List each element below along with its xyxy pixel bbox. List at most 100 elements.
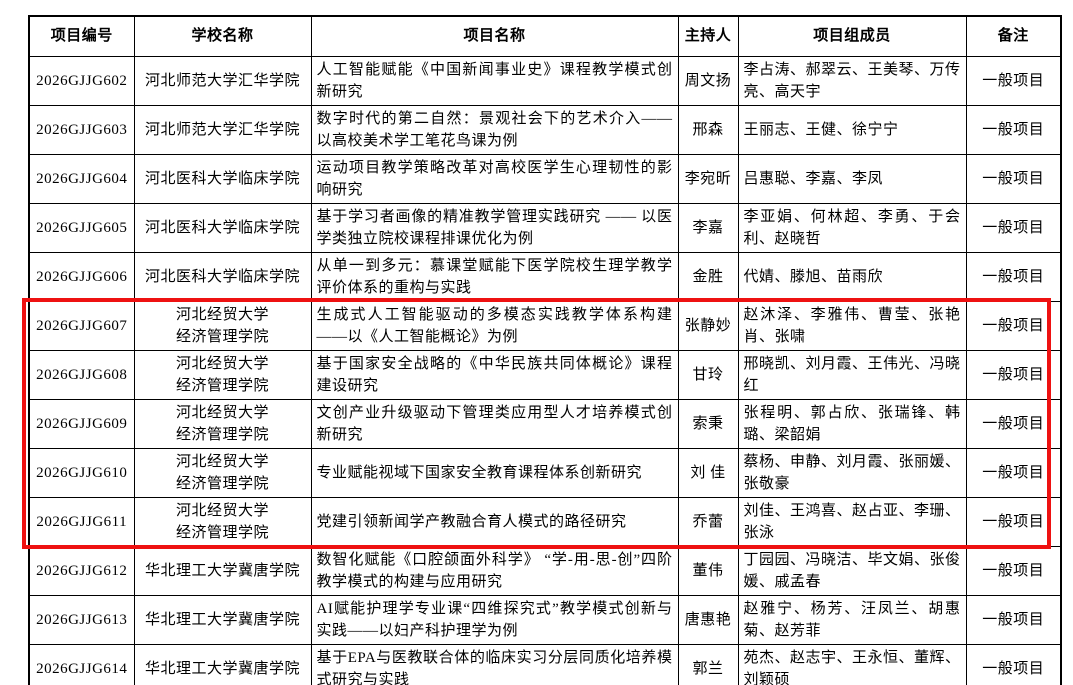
project-title-cell: 文创产业升级驱动下管理类应用型人才培养模式创新研究: [310, 398, 679, 449]
column-header-members: 项目组成员: [737, 15, 967, 57]
note-cell: 一般项目: [965, 251, 1062, 302]
project-id-cell: 2026GJJG606: [28, 251, 135, 302]
project-id-cell: 2026GJJG602: [28, 55, 135, 106]
table-row: 2026GJJG607 河北经贸大学 经济管理学院 生成式人工智能驱动的多模态实践教…: [28, 300, 1062, 351]
table-row: 2026GJJG611 河北经贸大学 经济管理学院 党建引领新闻学产教融合育人模式的…: [28, 496, 1062, 547]
project-id-cell: 2026GJJG609: [28, 398, 135, 449]
project-title-cell: 数字时代的第二自然：景观社会下的艺术介入——以高校美术学工笔花鸟课为例: [310, 104, 679, 155]
leader-cell: 乔蕾: [677, 496, 739, 547]
note-cell: 一般项目: [965, 55, 1062, 106]
leader-cell: 金胜: [677, 251, 739, 302]
leader-cell: 张静妙: [677, 300, 739, 351]
project-title-cell: 基于EPA与医教联合体的临床实习分层同质化培养模式研究与实践: [310, 643, 679, 685]
members-cell: 苑杰、赵志宇、王永恒、董辉、刘颖硕: [737, 643, 967, 685]
leader-cell: 董伟: [677, 545, 739, 596]
project-title-cell: AI赋能护理学专业课“四维探究式”教学模式创新与实践——以妇产科护理学为例: [310, 594, 679, 645]
members-cell: 李占涛、郝翠云、王美琴、万传亮、高天宇: [737, 55, 967, 106]
members-cell: 蔡杨、申静、刘月霞、张丽媛、张敬豪: [737, 447, 967, 498]
members-cell: 邢晓凯、刘月霞、王伟光、冯晓红: [737, 349, 967, 400]
column-header-note: 备注: [965, 15, 1062, 57]
table-row: 2026GJJG606 河北医科大学临床学院 从单一到多元：慕课堂赋能下医学院校生理…: [28, 251, 1062, 302]
leader-cell: 李嘉: [677, 202, 739, 253]
project-id-cell: 2026GJJG603: [28, 104, 135, 155]
project-title-cell: 人工智能赋能《中国新闻事业史》课程教学模式创新研究: [310, 55, 679, 106]
leader-cell: 甘玲: [677, 349, 739, 400]
project-id-cell: 2026GJJG611: [28, 496, 135, 547]
table-row: 2026GJJG613 华北理工大学冀唐学院 AI赋能护理学专业课“四维探究式”教学…: [28, 594, 1062, 645]
note-cell: 一般项目: [965, 545, 1062, 596]
table-row: 2026GJJG608 河北经贸大学 经济管理学院 基于国家安全战略的《中华民族共同…: [28, 349, 1062, 400]
project-title-cell: 从单一到多元：慕课堂赋能下医学院校生理学教学评价体系的重构与实践: [310, 251, 679, 302]
school-name-cell: 华北理工大学冀唐学院: [133, 545, 312, 596]
table-row: 2026GJJG603 河北师范大学汇华学院 数字时代的第二自然：景观社会下的艺术介…: [28, 104, 1062, 155]
project-title-cell: 基于国家安全战略的《中华民族共同体概论》课程建设研究: [310, 349, 679, 400]
project-title-cell: 专业赋能视域下国家安全教育课程体系创新研究: [310, 447, 679, 498]
project-id-cell: 2026GJJG608: [28, 349, 135, 400]
members-cell: 刘佳、王鸿喜、赵占亚、李珊、张泳: [737, 496, 967, 547]
members-cell: 张程明、郭占欣、张瑞锋、韩璐、梁韶娟: [737, 398, 967, 449]
table-row: 2026GJJG609 河北经贸大学 经济管理学院 文创产业升级驱动下管理类应用型人…: [28, 398, 1062, 449]
note-cell: 一般项目: [965, 104, 1062, 155]
members-cell: 李亚娟、何林超、李勇、于会利、赵晓哲: [737, 202, 967, 253]
project-title-cell: 生成式人工智能驱动的多模态实践教学体系构建——以《人工智能概论》为例: [310, 300, 679, 351]
project-id-cell: 2026GJJG607: [28, 300, 135, 351]
project-id-cell: 2026GJJG614: [28, 643, 135, 685]
note-cell: 一般项目: [965, 447, 1062, 498]
leader-cell: 刘 佳: [677, 447, 739, 498]
school-name-cell: 河北医科大学临床学院: [133, 251, 312, 302]
project-id-cell: 2026GJJG612: [28, 545, 135, 596]
column-header-id: 项目编号: [28, 15, 135, 57]
school-name-cell: 河北经贸大学 经济管理学院: [133, 398, 312, 449]
project-title-cell: 党建引领新闻学产教融合育人模式的路径研究: [310, 496, 679, 547]
column-header-leader: 主持人: [677, 15, 739, 57]
table-row: 2026GJJG610 河北经贸大学 经济管理学院 专业赋能视域下国家安全教育课程体…: [28, 447, 1062, 498]
table-row: 2026GJJG602 河北师范大学汇华学院 人工智能赋能《中国新闻事业史》课程教学…: [28, 55, 1062, 106]
note-cell: 一般项目: [965, 496, 1062, 547]
project-id-cell: 2026GJJG610: [28, 447, 135, 498]
note-cell: 一般项目: [965, 153, 1062, 204]
members-cell: 赵沐泽、李雅伟、曹莹、张艳肖、张啸: [737, 300, 967, 351]
project-id-cell: 2026GJJG613: [28, 594, 135, 645]
members-cell: 吕惠聪、李嘉、李凤: [737, 153, 967, 204]
project-title-cell: 基于学习者画像的精准教学管理实践研究 —— 以医学类独立院校课程排课优化为例: [310, 202, 679, 253]
note-cell: 一般项目: [965, 349, 1062, 400]
members-cell: 王丽志、王健、徐宁宁: [737, 104, 967, 155]
school-name-cell: 河北医科大学临床学院: [133, 153, 312, 204]
school-name-cell: 河北经贸大学 经济管理学院: [133, 447, 312, 498]
leader-cell: 周文扬: [677, 55, 739, 106]
leader-cell: 邢森: [677, 104, 739, 155]
projects-table: 项目编号 学校名称 项目名称 主持人 项目组成员 备注 2026GJJG602 河北师范大学…: [28, 15, 1062, 685]
project-id-cell: 2026GJJG604: [28, 153, 135, 204]
note-cell: 一般项目: [965, 398, 1062, 449]
column-header-title: 项目名称: [310, 15, 679, 57]
school-name-cell: 华北理工大学冀唐学院: [133, 594, 312, 645]
school-name-cell: 河北医科大学临床学院: [133, 202, 312, 253]
project-id-cell: 2026GJJG605: [28, 202, 135, 253]
header-row: 项目编号 学校名称 项目名称 主持人 项目组成员 备注: [28, 15, 1062, 57]
members-cell: 代婧、滕旭、苗雨欣: [737, 251, 967, 302]
leader-cell: 郭兰: [677, 643, 739, 685]
school-name-cell: 河北师范大学汇华学院: [133, 55, 312, 106]
note-cell: 一般项目: [965, 594, 1062, 645]
table-row: 2026GJJG604 河北医科大学临床学院 运动项目教学策略改革对高校医学生心理韧…: [28, 153, 1062, 204]
note-cell: 一般项目: [965, 300, 1062, 351]
school-name-cell: 河北经贸大学 经济管理学院: [133, 300, 312, 351]
school-name-cell: 华北理工大学冀唐学院: [133, 643, 312, 685]
school-name-cell: 河北经贸大学 经济管理学院: [133, 349, 312, 400]
note-cell: 一般项目: [965, 643, 1062, 685]
note-cell: 一般项目: [965, 202, 1062, 253]
project-title-cell: 运动项目教学策略改革对高校医学生心理韧性的影响研究: [310, 153, 679, 204]
school-name-cell: 河北师范大学汇华学院: [133, 104, 312, 155]
table-row: 2026GJJG614 华北理工大学冀唐学院 基于EPA与医教联合体的临床实习分层同…: [28, 643, 1062, 685]
leader-cell: 唐惠艳: [677, 594, 739, 645]
table-row: 2026GJJG612 华北理工大学冀唐学院 数智化赋能《口腔颌面外科学》 “学-用…: [28, 545, 1062, 596]
leader-cell: 李宛昕: [677, 153, 739, 204]
school-name-cell: 河北经贸大学 经济管理学院: [133, 496, 312, 547]
leader-cell: 索秉: [677, 398, 739, 449]
project-title-cell: 数智化赋能《口腔颌面外科学》 “学-用-思-创”四阶教学模式的构建与应用研究: [310, 545, 679, 596]
table-row: 2026GJJG605 河北医科大学临床学院 基于学习者画像的精准教学管理实践研究 …: [28, 202, 1062, 253]
members-cell: 赵雅宁、杨芳、汪凤兰、胡惠菊、赵芳菲: [737, 594, 967, 645]
column-header-school: 学校名称: [133, 15, 312, 57]
members-cell: 丁园园、冯晓洁、毕文娟、张俊媛、戚孟春: [737, 545, 967, 596]
